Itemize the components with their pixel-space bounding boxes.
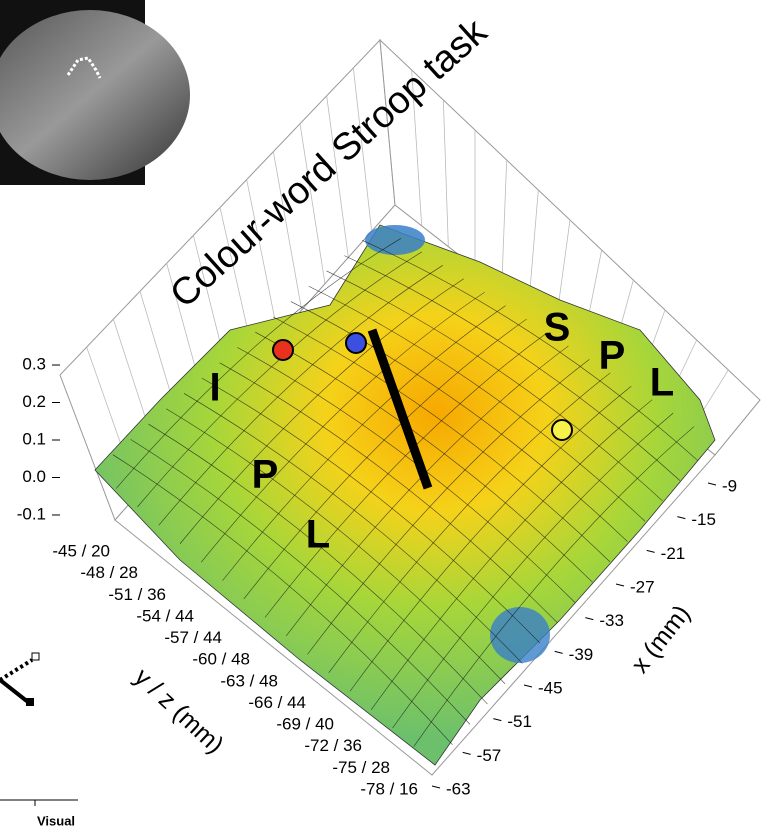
y-axis-label: y / z (mm) <box>129 663 229 759</box>
region-label: S <box>544 306 571 350</box>
x-tick-label: -51 <box>507 712 532 731</box>
x-tick-label: -45 <box>538 678 563 697</box>
chart: Colour-word Stroop task y / z (mm) x (mm… <box>0 0 761 834</box>
y-tick-label: -60 / 48 <box>192 650 250 669</box>
y-tick-label: -75 / 28 <box>332 758 390 777</box>
marker <box>552 420 572 440</box>
region-label: L <box>650 361 674 405</box>
fragment-line <box>0 680 28 702</box>
y-tick-label: -54 / 44 <box>136 606 194 625</box>
x-axis-label: x (mm) <box>626 600 696 679</box>
fragment-marker <box>32 653 39 660</box>
z-tick-label: 0.1 <box>22 429 46 448</box>
x-tick <box>555 651 563 653</box>
x-tick <box>524 685 532 687</box>
region-label: P <box>599 334 626 378</box>
fragment-marker <box>26 698 34 706</box>
marker <box>346 333 366 353</box>
side-label: Visual <box>37 813 75 828</box>
z-tick-label: -0.1 <box>17 504 46 523</box>
x-tick-label: -63 <box>446 779 471 798</box>
x-tick <box>677 517 685 519</box>
x-tick-label: -33 <box>599 611 624 630</box>
y-tick-label: -48 / 28 <box>80 563 138 582</box>
x-tick-label: -9 <box>722 476 737 495</box>
z-tick-label: 0.3 <box>22 354 46 373</box>
y-tick-label: -51 / 36 <box>108 585 166 604</box>
z-tick-label: 0.0 <box>22 467 46 486</box>
x-tick <box>708 483 716 485</box>
x-tick <box>493 719 501 721</box>
x-tick <box>585 618 593 620</box>
region-label: I <box>209 366 220 410</box>
x-tick <box>616 584 624 586</box>
x-tick-label: -57 <box>477 746 502 765</box>
x-tick <box>463 752 471 754</box>
y-tick-label: -78 / 16 <box>360 779 418 798</box>
x-tick <box>647 550 655 552</box>
x-tick-label: -39 <box>569 645 594 664</box>
surface-low <box>490 607 550 663</box>
region-label: L <box>306 513 330 557</box>
fragment-dotted <box>0 660 32 680</box>
marker <box>273 340 293 360</box>
x-tick-label: -27 <box>630 577 655 596</box>
y-tick-label: -66 / 44 <box>248 693 306 712</box>
inset-brain <box>0 10 190 180</box>
y-tick-label: -69 / 40 <box>276 715 334 734</box>
y-tick-label: -72 / 36 <box>304 736 362 755</box>
x-tick-label: -21 <box>661 544 686 563</box>
y-tick-label: -63 / 48 <box>220 671 278 690</box>
region-label: P <box>252 453 279 497</box>
y-tick-label: -45 / 20 <box>52 541 110 560</box>
surface-low <box>365 225 425 255</box>
y-tick-label: -57 / 44 <box>164 628 222 647</box>
x-tick-label: -15 <box>691 510 716 529</box>
x-tick <box>432 786 440 788</box>
z-tick-label: 0.2 <box>22 392 46 411</box>
